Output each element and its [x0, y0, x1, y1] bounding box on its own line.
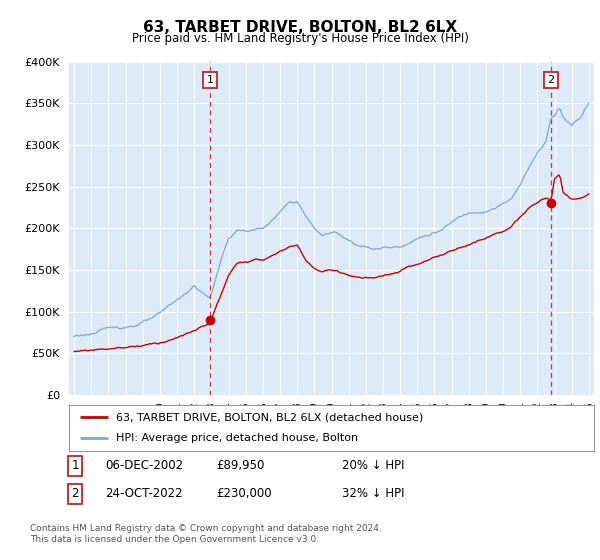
Text: HPI: Average price, detached house, Bolton: HPI: Average price, detached house, Bolt…: [116, 433, 358, 444]
Text: 2: 2: [548, 75, 554, 85]
Text: 20% ↓ HPI: 20% ↓ HPI: [342, 459, 404, 473]
Text: 1: 1: [71, 459, 79, 473]
Text: Contains HM Land Registry data © Crown copyright and database right 2024.: Contains HM Land Registry data © Crown c…: [30, 524, 382, 533]
Text: 06-DEC-2002: 06-DEC-2002: [105, 459, 183, 473]
Text: 1: 1: [206, 75, 214, 85]
Text: £89,950: £89,950: [216, 459, 265, 473]
Text: Price paid vs. HM Land Registry's House Price Index (HPI): Price paid vs. HM Land Registry's House …: [131, 32, 469, 45]
Text: 63, TARBET DRIVE, BOLTON, BL2 6LX (detached house): 63, TARBET DRIVE, BOLTON, BL2 6LX (detac…: [116, 412, 424, 422]
Text: 32% ↓ HPI: 32% ↓ HPI: [342, 487, 404, 501]
Text: 2: 2: [71, 487, 79, 501]
Text: This data is licensed under the Open Government Licence v3.0.: This data is licensed under the Open Gov…: [30, 535, 319, 544]
Text: 63, TARBET DRIVE, BOLTON, BL2 6LX: 63, TARBET DRIVE, BOLTON, BL2 6LX: [143, 20, 457, 35]
Text: £230,000: £230,000: [216, 487, 272, 501]
Text: 24-OCT-2022: 24-OCT-2022: [105, 487, 182, 501]
